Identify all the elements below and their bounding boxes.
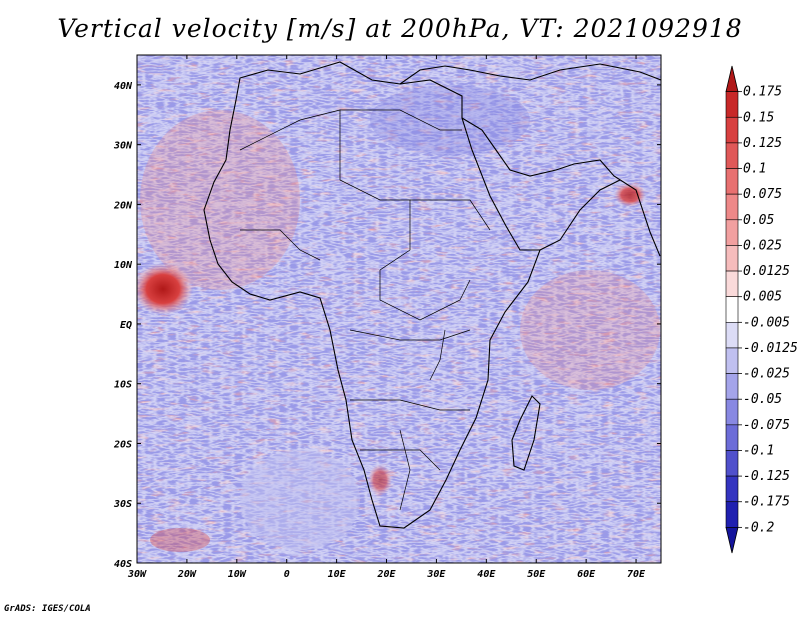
lon-tick-label: 10E <box>328 569 347 580</box>
colorbar-label: 0.1 <box>743 162 766 177</box>
colorbar-segment <box>725 91 739 118</box>
lat-tick-label: 10N <box>114 260 133 271</box>
colorbar-segment <box>725 475 739 503</box>
credit-label: GrADS: IGES/COLA <box>4 604 91 614</box>
lat-tick-label: 30N <box>113 141 133 152</box>
lat-tick-label: EQ <box>120 320 132 331</box>
colorbar-label: -0.125 <box>743 469 790 484</box>
longitude-axis: 30W 20W 10W 0 10E 20E 30E 40E 50E 60E 70E <box>127 55 646 580</box>
colorbar-label: 0.005 <box>743 290 782 305</box>
velocity-field <box>137 55 661 563</box>
lon-tick-label: 0 <box>284 569 290 580</box>
colorbar-segment <box>725 168 739 195</box>
colorbar-label: -0.075 <box>743 418 790 433</box>
lat-tick-label: 40N <box>114 81 133 92</box>
colorbar-segment <box>725 322 739 349</box>
lat-tick-label: 40S <box>114 559 132 570</box>
lon-tick-label: 50E <box>527 569 546 580</box>
lon-tick-label: 10W <box>228 569 247 580</box>
colorbar-label: 0.15 <box>743 110 774 125</box>
lon-tick-label: 20E <box>376 569 396 580</box>
lat-tick-label: 20N <box>113 200 133 211</box>
lon-tick-label: 30E <box>426 569 446 580</box>
colorbar-label: -0.005 <box>743 315 790 330</box>
colorbar-segment <box>725 501 739 528</box>
colorbar-label: 0.0125 <box>743 264 790 279</box>
colorbar-label: 0.025 <box>743 238 782 253</box>
lon-tick-label: 70E <box>627 569 646 580</box>
colorbar-label: 0.175 <box>743 85 782 100</box>
colorbar-segment <box>725 245 739 272</box>
plot-frame <box>136 54 662 564</box>
lat-tick-label: 20S <box>113 439 132 450</box>
coastlines <box>203 61 661 529</box>
colorbar-label: -0.0125 <box>743 341 798 356</box>
lon-tick-label: 30W <box>127 569 147 580</box>
colorbar-segment <box>725 142 739 169</box>
lat-tick-label: 30S <box>113 499 132 510</box>
colorbar-arrow-top <box>725 65 739 93</box>
colorbar-segment <box>725 373 739 400</box>
colorbar-segment <box>725 424 739 451</box>
colorbar-label: -0.025 <box>743 367 790 382</box>
lon-tick-label: 60E <box>577 569 596 580</box>
lon-tick-label: 20W <box>177 569 197 580</box>
latitude-axis: 40N 30N 20N 10N EQ 10S 20S 30S 40S <box>113 81 661 570</box>
colorbar-segment <box>725 398 739 426</box>
colorbar-label: 0.075 <box>743 187 782 202</box>
colorbar-segment <box>725 450 739 477</box>
colorbar-segment <box>725 116 739 144</box>
colorbar-label: -0.1 <box>743 443 774 458</box>
lon-tick-label: 40E <box>477 569 496 580</box>
colorbar: 0.175 0.15 0.125 0.1 0.075 0.05 0.025 0.0125 0.0… <box>725 65 798 554</box>
colorbar-segment <box>725 296 739 323</box>
map-title: Vertical velocity [m/s] at 200hPa, VT: 2… <box>57 14 743 43</box>
strong-updraft-feature <box>137 263 193 315</box>
colorbar-segment <box>725 347 739 374</box>
colorbar-label: -0.175 <box>743 495 790 510</box>
colorbar-label: -0.05 <box>743 392 782 407</box>
colorbar-label: 0.125 <box>743 136 782 151</box>
country-borders <box>239 109 491 511</box>
colorbar-segment <box>725 219 739 246</box>
colorbar-arrow-bottom <box>725 526 739 554</box>
colorbar-label: 0.05 <box>743 213 774 228</box>
colorbar-segment <box>725 270 739 297</box>
colorbar-segment <box>725 193 739 221</box>
colorbar-label: -0.2 <box>743 520 774 535</box>
lat-tick-label: 10S <box>114 380 132 391</box>
